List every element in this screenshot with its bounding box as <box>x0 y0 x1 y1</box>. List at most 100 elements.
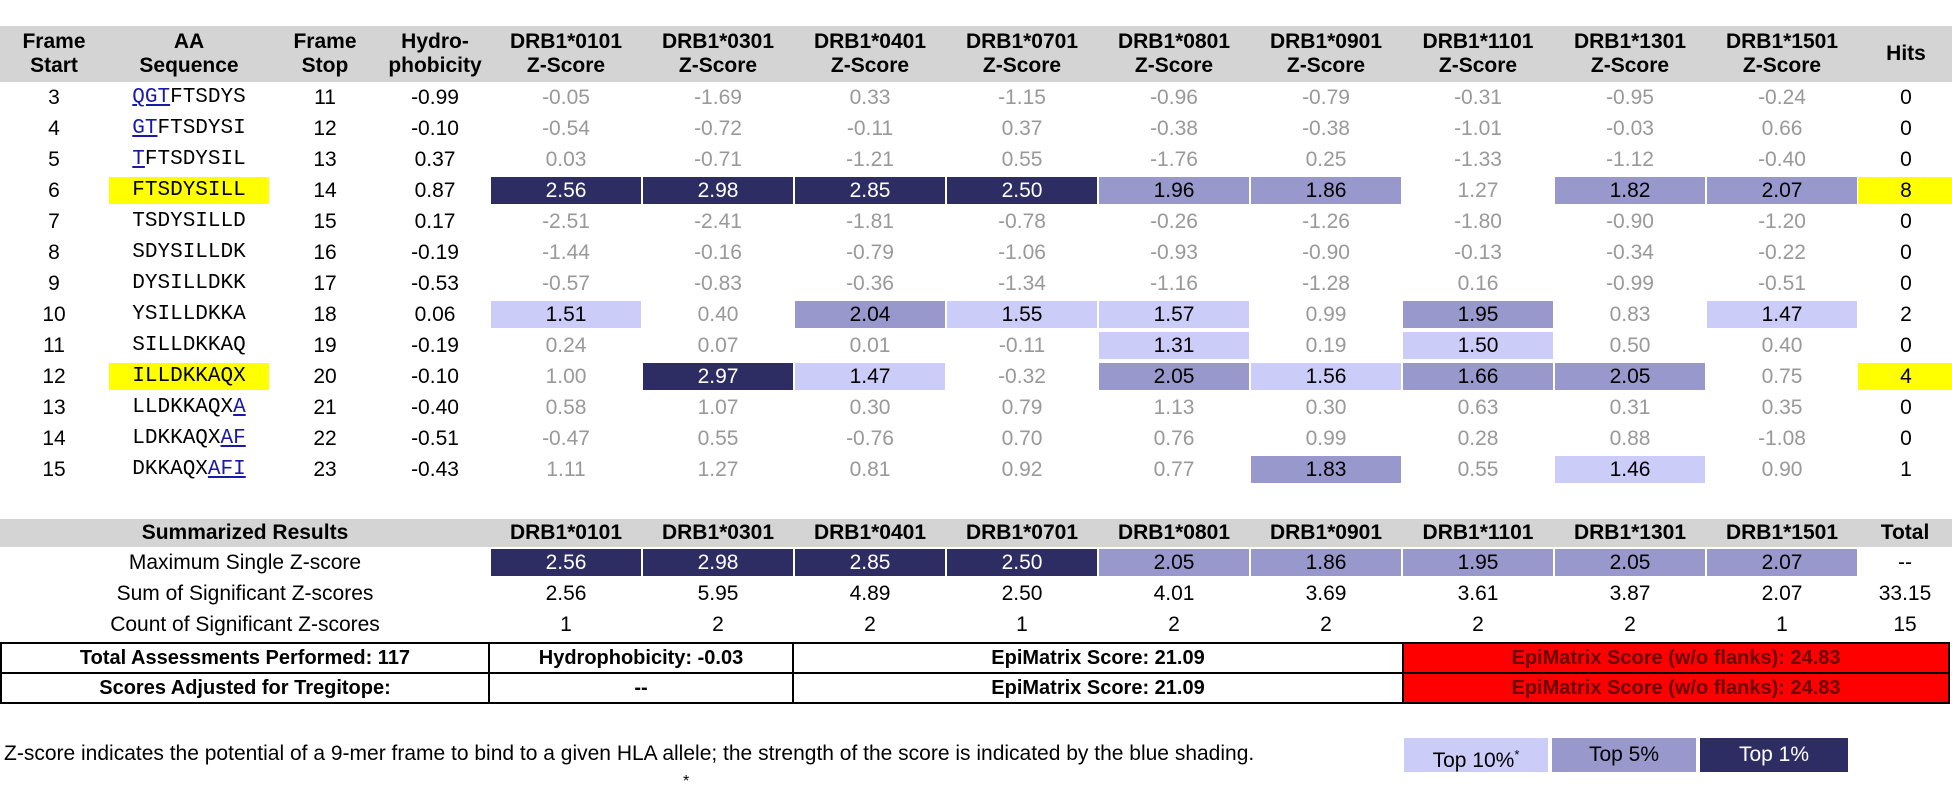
sequence-text: LLDKKAQX <box>132 396 234 419</box>
z-score-value: 0.75 <box>1761 365 1803 388</box>
flank-link[interactable]: A <box>233 396 246 419</box>
z-score-cell: 0.76 <box>1098 423 1250 454</box>
z-score-cell: 0.19 <box>1250 330 1402 361</box>
z-score-value: 0.99 <box>1305 427 1347 450</box>
flank-link[interactable]: QGT <box>132 86 171 109</box>
column-header-line: Start <box>30 54 78 77</box>
z-score-value: 1.55 <box>947 301 1097 328</box>
z-score-value: 1.66 <box>1403 363 1553 390</box>
z-score-cell: -0.72 <box>642 113 794 144</box>
z-score-cell: 2.56 <box>490 175 642 206</box>
column-header: DRB1*0801 Z-Score <box>1098 26 1250 82</box>
column-header-line: phobicity <box>388 54 482 77</box>
z-score-cell: -0.05 <box>490 82 642 113</box>
summary-value-cell: 2.07 <box>1706 578 1858 609</box>
z-score-value: 2.56 <box>491 177 641 204</box>
summary-value: 4.89 <box>849 581 891 605</box>
flank-link[interactable]: GT <box>132 117 158 140</box>
z-score-value: 0.90 <box>1761 458 1803 481</box>
z-score-value: 0.92 <box>1001 458 1043 481</box>
z-score-value: 2.97 <box>643 363 793 390</box>
z-score-value: 0.25 <box>1305 148 1347 171</box>
z-score-cell: -0.36 <box>794 268 946 299</box>
z-score-value: -0.32 <box>998 365 1046 388</box>
aa-sequence: QGTFTSDYS <box>109 84 269 111</box>
column-header-line: DRB1*0101 <box>509 30 623 53</box>
z-score-value: -0.11 <box>998 334 1046 357</box>
flank-link[interactable]: AFI <box>207 458 246 481</box>
z-score-value: 1.27 <box>697 458 739 481</box>
flank-link[interactable]: AF <box>220 427 246 450</box>
summary-row: Maximum Single Z-score 2.56 2.98 2.85 2.50 2.… <box>0 547 1952 578</box>
z-score-value: 1.47 <box>795 363 945 390</box>
sequence-text: FTSDYS <box>170 86 246 109</box>
flank-link[interactable]: T <box>132 148 145 171</box>
column-header: DRB1*0101 Z-Score <box>490 26 642 82</box>
z-score-value: -0.79 <box>1302 86 1350 109</box>
epimatrix-no-flank-score: EpiMatrix Score (w/o flanks): 24.83 <box>1402 672 1950 704</box>
summary-value: 3.69 <box>1305 581 1347 605</box>
column-header: DRB1*1101 Z-Score <box>1402 26 1554 82</box>
column-header-line: DRB1*0801 <box>1117 30 1231 53</box>
z-score-cell: -0.93 <box>1098 237 1250 268</box>
z-score-cell: 0.55 <box>1402 454 1554 485</box>
z-score-cell: -1.26 <box>1250 206 1402 237</box>
summary-allele-header: DRB1*1101 <box>1402 519 1554 547</box>
summary-value-cell: 2.50 <box>946 578 1098 609</box>
table-row: 11 SILLDKKAQ 19 -0.19 0.24 0.07 0.01 -0.11 1.31 0… <box>0 330 1952 361</box>
z-score-value: -1.81 <box>846 210 894 233</box>
column-header-line: DRB1*1301 <box>1573 30 1687 53</box>
summary-value: 1 <box>1016 612 1028 636</box>
z-score-value: -0.36 <box>846 272 894 295</box>
hydrophobicity-cell: 0.17 <box>414 209 456 233</box>
summary-allele-header: DRB1*0101 <box>490 519 642 547</box>
z-score-cell: -1.76 <box>1098 144 1250 175</box>
z-score-value: -0.11 <box>846 117 894 140</box>
z-score-cell: 0.30 <box>1250 392 1402 423</box>
hits-cell: 1 <box>1858 454 1952 485</box>
z-score-value: 0.40 <box>1761 334 1803 357</box>
z-score-value: 2.07 <box>1707 177 1857 204</box>
z-score-value: 0.35 <box>1761 396 1803 419</box>
z-score-cell: 1.46 <box>1554 454 1706 485</box>
sequence-text: SILLDKKAQ <box>132 334 246 357</box>
z-score-cell: 0.81 <box>794 454 946 485</box>
z-score-value: -1.06 <box>998 241 1046 264</box>
hits-value: 0 <box>1900 396 1912 419</box>
table-header-row: Frame Start AA Sequence Frame Stop Hydro-phobi… <box>0 26 1952 82</box>
z-score-value: -0.57 <box>542 272 590 295</box>
column-header-line: Z-Score <box>1438 54 1518 77</box>
summary-value: 2 <box>712 612 724 636</box>
hits-value: 0 <box>1900 86 1912 109</box>
z-score-cell: -0.31 <box>1402 82 1554 113</box>
z-score-cell: -1.33 <box>1402 144 1554 175</box>
z-score-cell: -0.99 <box>1554 268 1706 299</box>
z-score-value: 1.82 <box>1555 177 1705 204</box>
aa-sequence: YSILLDKKA <box>109 301 269 328</box>
z-score-cell: 0.90 <box>1706 454 1858 485</box>
summary-value-cell: 3.69 <box>1250 578 1402 609</box>
summary-value-cell: 2.98 <box>642 547 794 578</box>
frame-stop-cell: 22 <box>313 426 337 450</box>
summary-table: Summarized Results DRB1*0101 DRB1*0301 DRB1… <box>0 519 1952 640</box>
z-score-value: -0.47 <box>542 427 590 450</box>
assessment-row: Scores Adjusted for Tregitope: -- EpiMatri… <box>0 672 1950 704</box>
frame-stop-cell: 23 <box>313 457 337 481</box>
aa-sequence-cell: DYSILLDKK <box>108 268 270 299</box>
z-score-cell: 1.07 <box>642 392 794 423</box>
z-score-cell: -1.16 <box>1098 268 1250 299</box>
z-score-cell: 0.40 <box>1706 330 1858 361</box>
z-score-value: 0.24 <box>545 334 587 357</box>
aa-sequence-cell: LDKKAQXAF <box>108 423 270 454</box>
z-score-cell: 2.98 <box>642 175 794 206</box>
z-score-value: 0.79 <box>1001 396 1043 419</box>
aa-sequence-cell: FTSDYSILL <box>108 175 270 206</box>
summary-value: 2.50 <box>947 549 1097 576</box>
table-row: 13 LLDKKAQXA 21 -0.40 0.58 1.07 0.30 0.79 1.13 0.… <box>0 392 1952 423</box>
column-header: Frame Stop <box>270 26 380 82</box>
z-score-value: -1.69 <box>694 86 742 109</box>
hydrophobicity-cell: -0.40 <box>411 395 459 419</box>
hits-value: 4 <box>1858 363 1952 390</box>
z-score-cell: 1.82 <box>1554 175 1706 206</box>
column-header-line: DRB1*0901 <box>1269 30 1383 53</box>
